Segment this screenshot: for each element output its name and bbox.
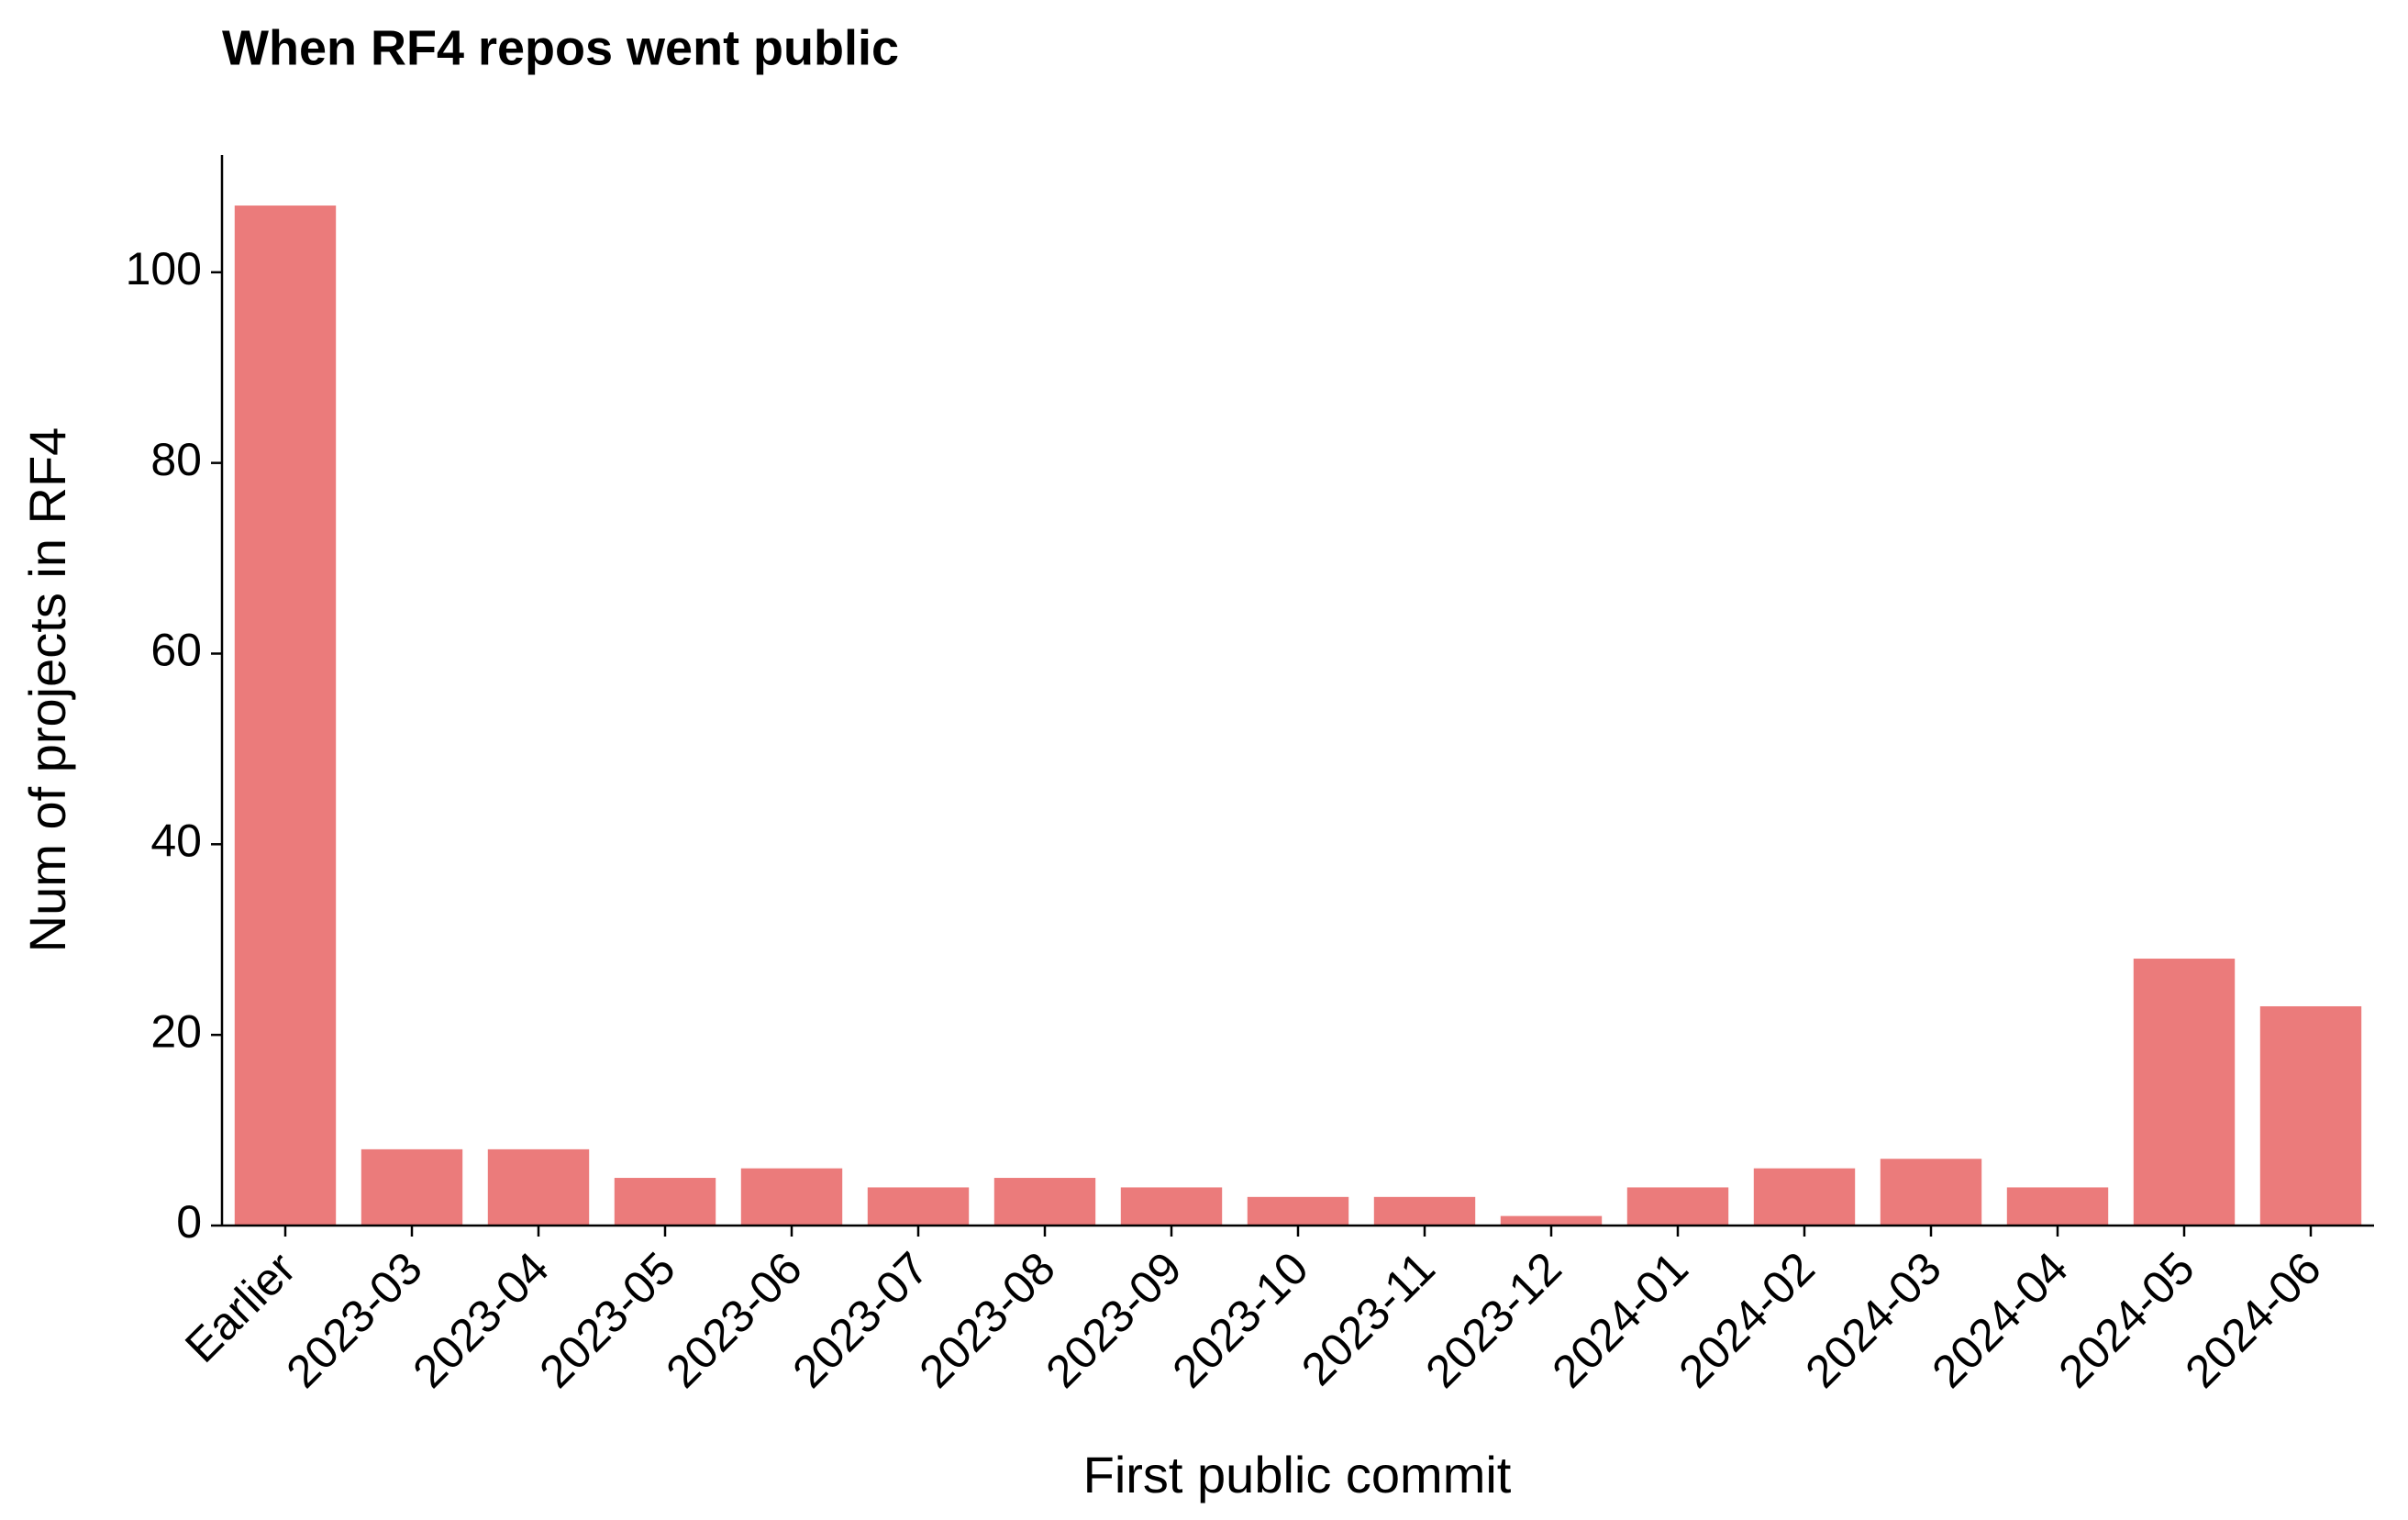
y-tick-label: 40: [150, 815, 202, 867]
x-tick-label: 2023-10: [1162, 1242, 1317, 1397]
bar: [1373, 1196, 1476, 1226]
bar: [2133, 959, 2236, 1226]
bar: [2259, 1005, 2362, 1226]
x-tick-label: 2023-09: [1036, 1242, 1191, 1397]
bar: [1120, 1187, 1223, 1226]
bar: [993, 1178, 1096, 1226]
x-tick-label: 2023-11: [1292, 1242, 1445, 1395]
x-tick-label: 2023-07: [782, 1242, 938, 1397]
y-tick-label: 0: [176, 1196, 202, 1248]
bar: [1500, 1215, 1603, 1226]
chart-title: When RF4 repos went public: [222, 20, 899, 75]
bar: [2006, 1187, 2109, 1226]
x-tick-label: 2024-05: [2048, 1242, 2203, 1397]
x-tick-label: 2023-05: [529, 1242, 684, 1397]
y-tick-label: 80: [150, 434, 202, 485]
x-tick-label: 2023-04: [403, 1242, 558, 1397]
bar: [1753, 1168, 1856, 1226]
bar: [487, 1148, 590, 1226]
x-tick-label: 2024-04: [1922, 1242, 2077, 1397]
y-tick-label: 100: [126, 243, 202, 294]
x-tick-label: 2024-01: [1542, 1242, 1697, 1397]
bar: [614, 1178, 716, 1226]
x-tick-label: 2023-08: [909, 1242, 1064, 1397]
y-tick-label: 60: [150, 625, 202, 676]
y-axis-label: Num of projects in RF4: [18, 427, 76, 953]
x-tick-label: 2024-06: [2175, 1242, 2330, 1397]
bar: [1247, 1196, 1349, 1226]
bar: [361, 1148, 463, 1226]
y-tick-label: 20: [150, 1005, 202, 1057]
x-tick-label: 2023-03: [276, 1242, 431, 1397]
bar: [234, 205, 337, 1226]
x-tick-label: 2023-06: [656, 1242, 811, 1397]
bar: [867, 1187, 970, 1226]
x-tick-label: 2023-12: [1415, 1242, 1570, 1397]
bar: [1626, 1187, 1729, 1226]
bar: [1880, 1159, 1982, 1226]
x-tick-label: 2024-03: [1795, 1242, 1950, 1397]
bar: [740, 1168, 843, 1226]
x-tick-label: 2024-02: [1669, 1242, 1824, 1397]
x-axis-label: First public commit: [1083, 1446, 1512, 1503]
